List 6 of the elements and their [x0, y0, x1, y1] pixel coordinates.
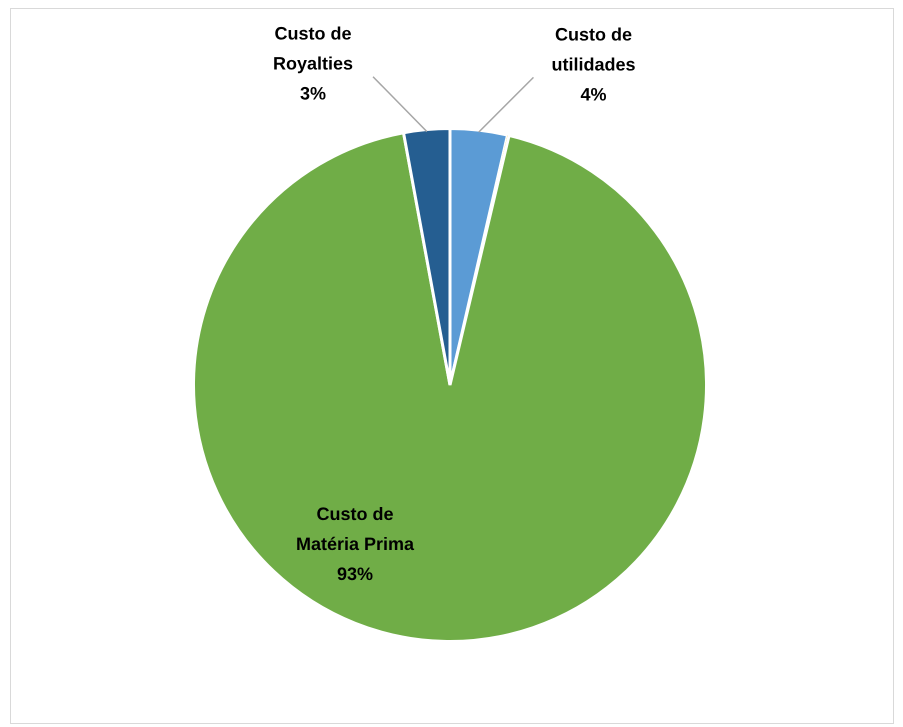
data-label: 93% [336, 564, 374, 584]
slice-label: Custo de Royalties [273, 24, 354, 74]
slice-label: Custo de utilidades [551, 24, 636, 74]
data-label: 3% [300, 84, 326, 104]
data-label: 4% [580, 84, 606, 104]
slice-label: Custo de Matéria Prima [296, 504, 416, 554]
